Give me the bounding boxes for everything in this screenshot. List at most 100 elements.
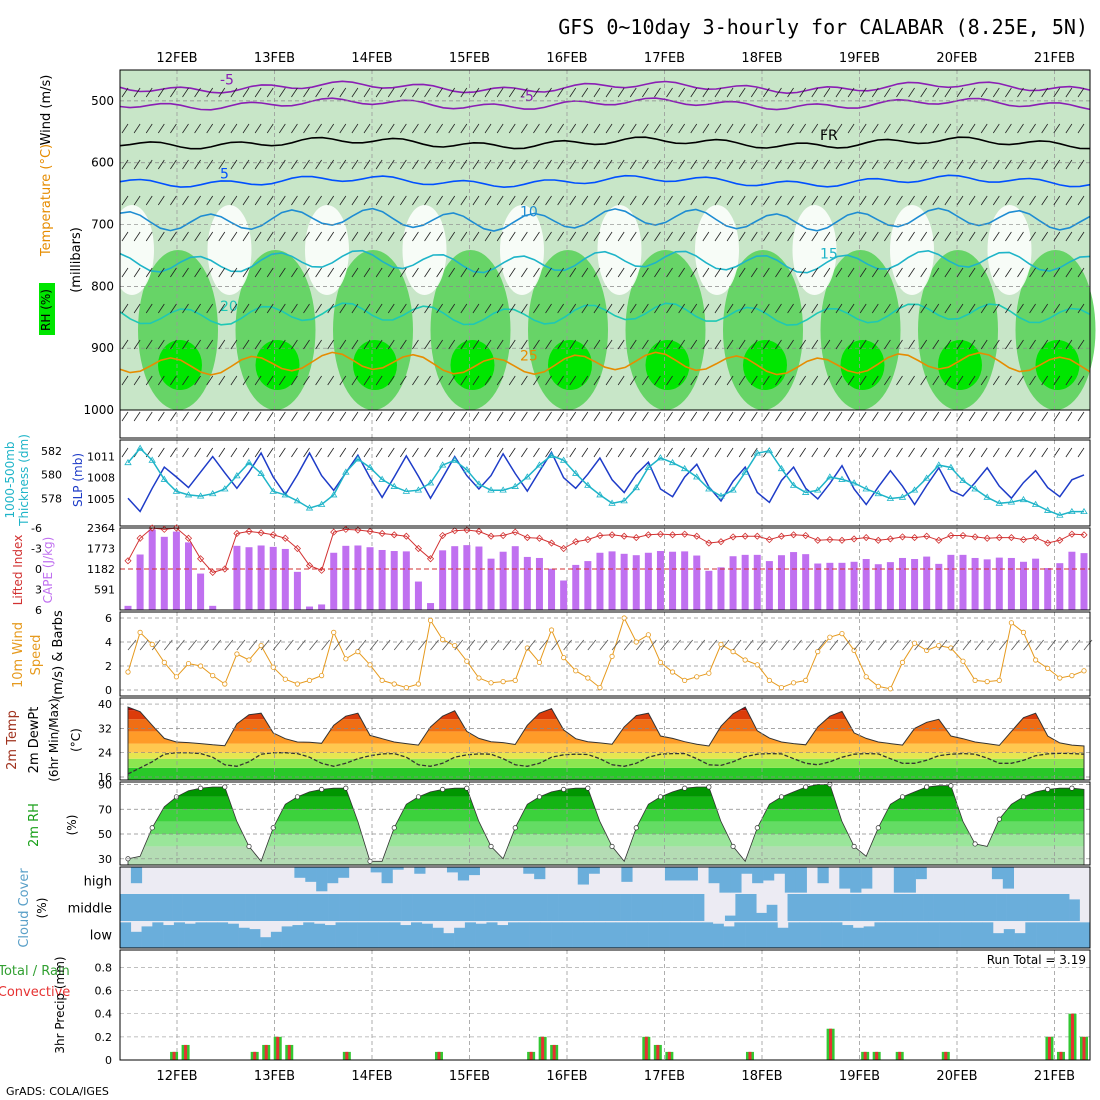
wind-barb [968, 375, 976, 386]
wind-barb [642, 231, 649, 242]
cloud-cell [316, 867, 328, 892]
wind-barb [1005, 375, 1012, 386]
dry-zone [597, 205, 642, 295]
wind-barb [569, 267, 577, 278]
wind-barb [315, 303, 322, 314]
date-label: 13FEB [254, 1069, 295, 1084]
wind-barb [980, 267, 988, 278]
wind-barb [992, 231, 1000, 242]
wind-barb [242, 195, 250, 206]
wind-speed-point [512, 677, 518, 684]
cloud-cell [784, 867, 797, 893]
wind-barb [702, 231, 710, 242]
precip-conv-bar [172, 1051, 176, 1060]
precip-conv-bar [541, 1036, 545, 1060]
thickness-point [245, 458, 253, 466]
wind-barb [835, 375, 843, 386]
wind-barb [763, 375, 770, 386]
isotherm-label: 5 [220, 166, 229, 182]
wind-speed-point [198, 663, 204, 669]
wind-barb [145, 411, 153, 422]
wind-barb [750, 375, 758, 386]
lifted-point [209, 568, 217, 576]
wind-barb [194, 231, 201, 242]
thickness-point [947, 463, 955, 470]
thickness-point [160, 475, 169, 482]
wind-barb [811, 195, 819, 206]
lifted-point [983, 534, 991, 542]
wind-barb [230, 339, 238, 350]
wind-barb [871, 339, 879, 350]
wind-barb [775, 303, 782, 314]
cape-bar [1068, 551, 1076, 610]
cloud-cell [982, 922, 994, 948]
wind-barb [642, 123, 649, 134]
cloud-cell [151, 894, 163, 921]
wind-barb [835, 339, 843, 350]
wind-barb [533, 231, 540, 242]
wind-barb [1029, 231, 1036, 242]
wind-barb [666, 303, 673, 314]
thickness-point [330, 491, 338, 498]
cloud-level-label: middle [68, 902, 112, 917]
cloud-cell [453, 894, 465, 921]
cloud-cell [839, 894, 851, 921]
wind-barb [381, 639, 391, 651]
wind-barb [176, 639, 185, 651]
cape-bar [318, 604, 326, 610]
axis-label: Temperature (°C) [39, 144, 54, 257]
axis-label: (6hr Min/Max) [47, 698, 61, 782]
wind-barb [750, 231, 758, 242]
wind-barb [775, 447, 782, 458]
cloud-cell [1068, 922, 1080, 948]
wind-barb [1023, 639, 1032, 651]
wind-barb [182, 375, 189, 386]
wind-barb [545, 375, 552, 386]
wind-speed-point [1081, 668, 1087, 674]
wind-barb [932, 447, 940, 458]
wind-barb [1017, 231, 1024, 242]
wind-barb [424, 87, 431, 98]
cloud-cell [508, 922, 520, 948]
wind-barb [678, 231, 685, 242]
precip-conv-bar [276, 1036, 280, 1060]
wind-barb [678, 123, 685, 134]
wind-barb [545, 123, 552, 134]
precip-conv-bar [644, 1036, 648, 1060]
wind-barb [799, 447, 807, 458]
wind-barb [242, 339, 250, 350]
wind-barb [230, 159, 238, 170]
axis-label: (%) [65, 815, 79, 836]
wind-barb [278, 339, 286, 350]
wind-barb [944, 267, 952, 278]
cloud-cell [266, 894, 277, 921]
wind-barb [412, 339, 419, 350]
wind-barb [859, 375, 867, 386]
wind-barb [121, 231, 129, 242]
wind-barb [345, 639, 355, 651]
wind-barb [847, 267, 855, 278]
wind-barb [702, 447, 710, 458]
wind-barb [811, 303, 819, 314]
wind-barb [726, 87, 734, 98]
wind-barb [508, 303, 516, 314]
wind-barb [702, 195, 710, 206]
cloud-cell [615, 922, 627, 948]
cape-bar [535, 557, 543, 610]
thickness-point [547, 451, 556, 458]
wind-barb [254, 195, 262, 206]
wind-barb [908, 375, 915, 386]
wind-barb [823, 159, 831, 170]
thickness-point [1031, 500, 1040, 507]
wind-barb [654, 267, 661, 278]
cape-bar [935, 563, 943, 610]
cloud-cell [411, 922, 423, 948]
y-tick-label: 0.8 [95, 961, 113, 974]
wind-barb [799, 303, 807, 314]
lifted-point [305, 562, 314, 570]
wind-barb [182, 231, 189, 242]
wind-barb [254, 267, 262, 278]
wind-barb [629, 195, 637, 206]
cloud-cell [130, 931, 142, 948]
thickness-point [317, 500, 326, 507]
